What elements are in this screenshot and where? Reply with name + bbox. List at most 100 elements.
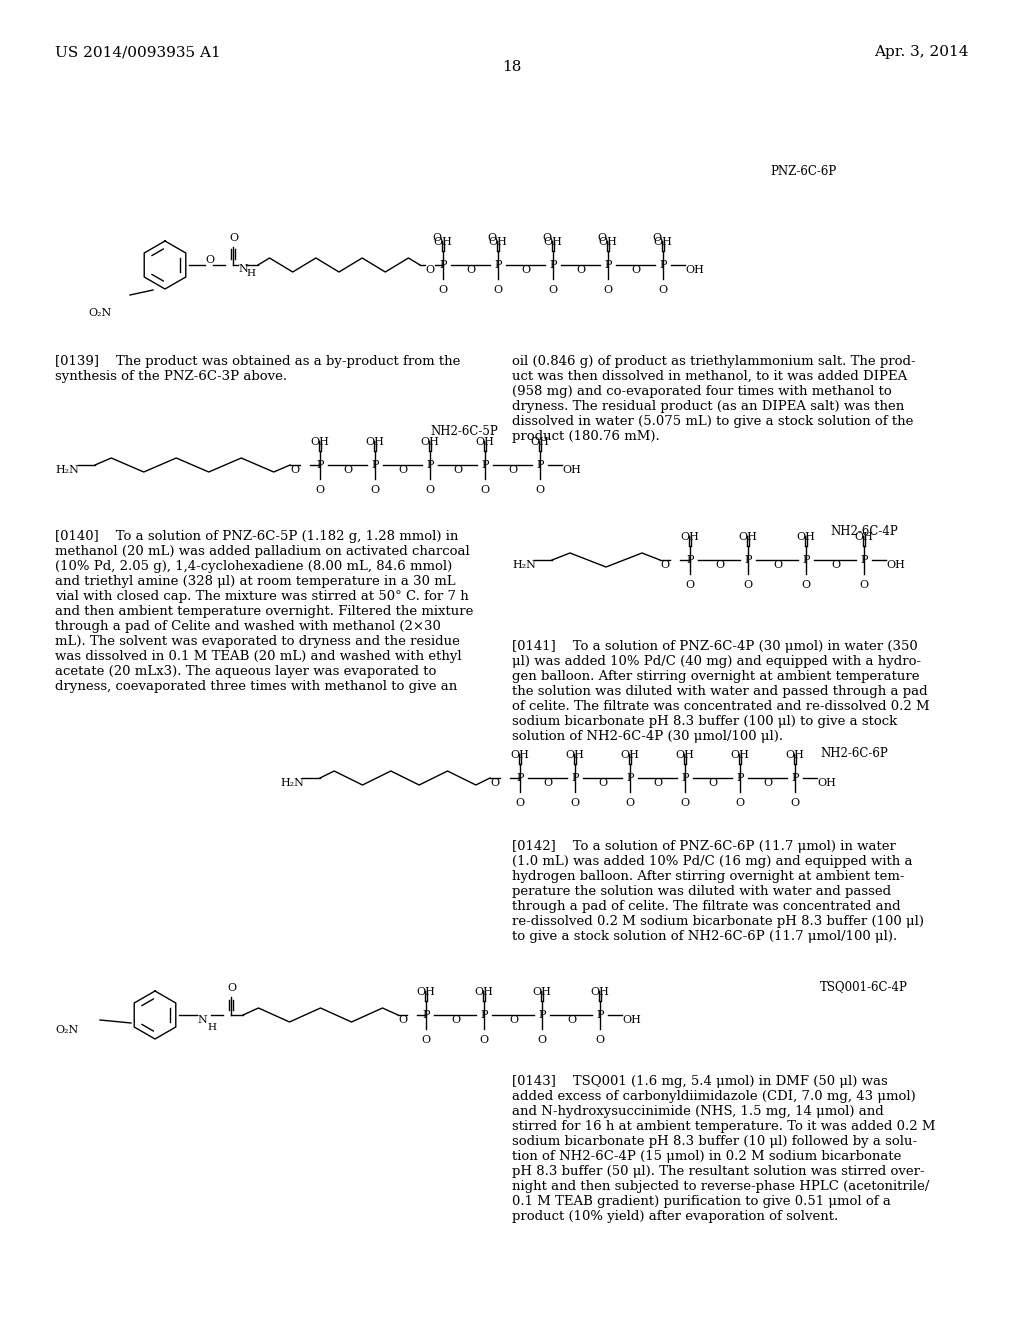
Text: [0139]    The product was obtained as a by-product from the: [0139] The product was obtained as a by-… (55, 355, 461, 368)
Text: O: O (494, 285, 503, 294)
Text: pH 8.3 buffer (50 μl). The resultant solution was stirred over-: pH 8.3 buffer (50 μl). The resultant sol… (512, 1166, 925, 1177)
Text: P: P (516, 774, 523, 783)
Text: P: P (495, 260, 502, 271)
Text: O: O (570, 799, 580, 808)
Text: O: O (343, 465, 352, 475)
Text: hydrogen balloon. After stirring overnight at ambient tem-: hydrogen balloon. After stirring overnig… (512, 870, 904, 883)
Text: NH2-6C-4P: NH2-6C-4P (830, 525, 898, 539)
Text: OH: OH (797, 532, 815, 543)
Text: O: O (438, 285, 447, 294)
Text: OH: OH (855, 532, 873, 543)
Text: through a pad of Celite and washed with methanol (2×30: through a pad of Celite and washed with … (55, 620, 441, 634)
Text: H₂N: H₂N (280, 777, 304, 788)
Text: OH: OH (417, 987, 435, 997)
Text: P: P (439, 260, 446, 271)
Text: OH: OH (591, 987, 609, 997)
Text: O: O (480, 484, 489, 495)
Text: O: O (773, 560, 782, 570)
Text: P: P (736, 774, 743, 783)
Text: O: O (432, 234, 441, 243)
Text: O: O (658, 285, 668, 294)
Text: 0.1 M TEAB gradient) purification to give 0.51 μmol of a: 0.1 M TEAB gradient) purification to giv… (512, 1195, 891, 1208)
Text: OH: OH (817, 777, 836, 788)
Text: O: O (371, 484, 380, 495)
Text: O: O (575, 265, 585, 275)
Text: OH: OH (653, 238, 673, 247)
Text: tion of NH2-6C-4P (15 μmol) in 0.2 M sodium bicarbonate: tion of NH2-6C-4P (15 μmol) in 0.2 M sod… (512, 1150, 901, 1163)
Text: sodium bicarbonate pH 8.3 buffer (10 μl) followed by a solu-: sodium bicarbonate pH 8.3 buffer (10 μl)… (512, 1135, 918, 1148)
Text: O₂N: O₂N (88, 308, 112, 318)
Text: O: O (543, 777, 552, 788)
Text: OH: OH (565, 750, 585, 760)
Text: P: P (802, 554, 810, 565)
Text: P: P (422, 1010, 430, 1020)
Text: O: O (490, 777, 499, 788)
Text: P: P (686, 554, 693, 565)
Text: OH: OH (599, 238, 617, 247)
Text: vial with closed cap. The mixture was stirred at 50° C. for 7 h: vial with closed cap. The mixture was st… (55, 590, 469, 603)
Text: NH2-6C-6P: NH2-6C-6P (820, 747, 888, 760)
Text: OH: OH (511, 750, 529, 760)
Text: O: O (567, 1015, 577, 1026)
Text: O: O (521, 265, 530, 275)
Text: stirred for 16 h at ambient temperature. To it was added 0.2 M: stirred for 16 h at ambient temperature.… (512, 1119, 936, 1133)
Text: P: P (604, 260, 611, 271)
Text: O: O (425, 265, 434, 275)
Text: O: O (791, 799, 800, 808)
Text: acetate (20 mLx3). The aqueous layer was evaporated to: acetate (20 mLx3). The aqueous layer was… (55, 665, 436, 678)
Text: OH: OH (738, 532, 758, 543)
Text: through a pad of celite. The filtrate was concentrated and: through a pad of celite. The filtrate wa… (512, 900, 901, 913)
Text: O: O (653, 777, 663, 788)
Text: P: P (744, 554, 752, 565)
Text: N: N (197, 1015, 207, 1026)
Text: O: O (290, 465, 299, 475)
Text: synthesis of the PNZ-6C-3P above.: synthesis of the PNZ-6C-3P above. (55, 370, 287, 383)
Text: TSQ001-6C-4P: TSQ001-6C-4P (820, 979, 908, 993)
Text: O: O (626, 799, 635, 808)
Text: OH: OH (366, 437, 384, 447)
Text: O: O (708, 777, 717, 788)
Text: O: O (543, 234, 552, 243)
Text: O: O (479, 1035, 488, 1045)
Text: NH2-6C-5P: NH2-6C-5P (430, 425, 498, 438)
Text: product (10% yield) after evaporation of solvent.: product (10% yield) after evaporation of… (512, 1210, 839, 1224)
Text: OH: OH (681, 532, 699, 543)
Text: [0142]    To a solution of PNZ-6C-6P (11.7 μmol) in water: [0142] To a solution of PNZ-6C-6P (11.7 … (512, 840, 896, 853)
Text: OH: OH (622, 1015, 641, 1026)
Text: P: P (571, 774, 579, 783)
Text: P: P (681, 774, 689, 783)
Text: OH: OH (676, 750, 694, 760)
Text: of celite. The filtrate was concentrated and re-dissolved 0.2 M: of celite. The filtrate was concentrated… (512, 700, 930, 713)
Text: and triethyl amine (328 μl) at room temperature in a 30 mL: and triethyl amine (328 μl) at room temp… (55, 576, 456, 587)
Text: dissolved in water (5.075 mL) to give a stock solution of the: dissolved in water (5.075 mL) to give a … (512, 414, 913, 428)
Text: H₂N: H₂N (55, 465, 79, 475)
Text: Apr. 3, 2014: Apr. 3, 2014 (874, 45, 969, 59)
Text: OH: OH (621, 750, 639, 760)
Text: the solution was diluted with water and passed through a pad: the solution was diluted with water and … (512, 685, 928, 698)
Text: P: P (659, 260, 667, 271)
Text: O: O (205, 255, 214, 265)
Text: O: O (595, 1035, 604, 1045)
Text: O: O (735, 799, 744, 808)
Text: and N-hydroxysuccinimide (NHS, 1.5 mg, 14 μmol) and: and N-hydroxysuccinimide (NHS, 1.5 mg, 1… (512, 1105, 884, 1118)
Text: oil (0.846 g) of product as triethylammonium salt. The prod-: oil (0.846 g) of product as triethylammo… (512, 355, 915, 368)
Text: O: O (466, 265, 475, 275)
Text: US 2014/0093935 A1: US 2014/0093935 A1 (55, 45, 221, 59)
Text: OH: OH (730, 750, 750, 760)
Text: O: O (315, 484, 325, 495)
Text: PNZ-6C-6P: PNZ-6C-6P (770, 165, 837, 178)
Text: (1.0 mL) was added 10% Pd/C (16 mg) and equipped with a: (1.0 mL) was added 10% Pd/C (16 mg) and … (512, 855, 912, 869)
Text: (958 mg) and co-evaporated four times with methanol to: (958 mg) and co-evaporated four times wi… (512, 385, 892, 399)
Text: P: P (549, 260, 557, 271)
Text: O: O (603, 285, 612, 294)
Text: O: O (743, 579, 753, 590)
Text: O: O (597, 234, 606, 243)
Text: O: O (515, 799, 524, 808)
Text: O: O (536, 484, 545, 495)
Text: H: H (246, 268, 255, 277)
Text: O: O (487, 234, 497, 243)
Text: O: O (680, 799, 689, 808)
Text: OH: OH (475, 437, 495, 447)
Text: H: H (207, 1023, 216, 1031)
Text: OH: OH (544, 238, 562, 247)
